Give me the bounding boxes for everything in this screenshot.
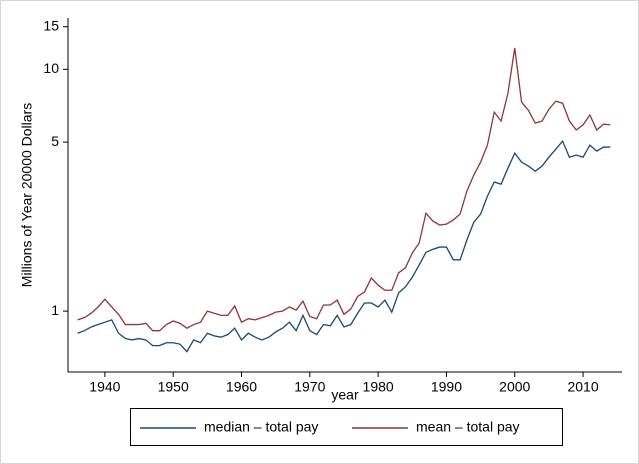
line-series: [77, 139, 611, 353]
x-tick-label: 2000: [499, 379, 530, 395]
x-axis-label: year: [331, 387, 359, 403]
legend-label: median – total pay: [204, 419, 318, 435]
x-tick-label: 1970: [294, 379, 325, 395]
x-tick-label: 2010: [567, 379, 598, 395]
y-tick-label: 5: [51, 133, 59, 149]
line-series: [77, 47, 611, 332]
legend-label: mean – total pay: [416, 419, 520, 435]
y-tick-label: 1: [51, 302, 59, 318]
y-tick-label: 10: [43, 60, 59, 76]
x-tick-label: 1980: [363, 379, 394, 395]
x-tick-label: 1940: [89, 379, 120, 395]
x-tick-label: 1950: [158, 379, 189, 395]
x-tick-label: 1990: [431, 379, 462, 395]
y-tick-label: 15: [43, 17, 59, 33]
y-axis-label: Millions of Year 20000 Dollars: [19, 103, 35, 287]
legend-box: [130, 408, 563, 446]
x-tick-label: 1960: [226, 379, 257, 395]
